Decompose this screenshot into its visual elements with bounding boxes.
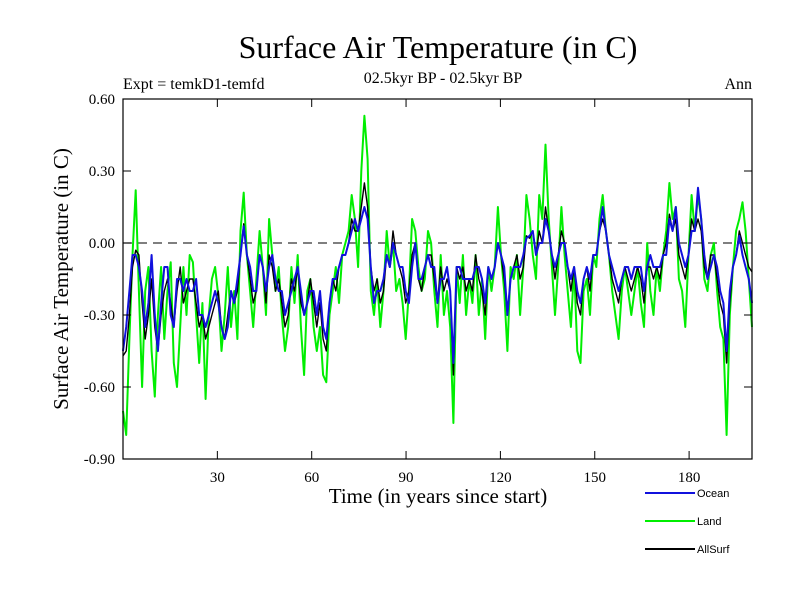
y-tick-label: -0.90 (84, 452, 115, 468)
x-tick-label: 120 (489, 470, 512, 486)
legend-label-ocean: Ocean (697, 488, 729, 500)
chart-subtitle: 02.5kyr BP - 02.5kyr BP (364, 70, 523, 87)
series-line-land (122, 114, 753, 436)
series-layer (122, 114, 753, 436)
y-axis-label: Surface Air Temperature (in C) (49, 148, 73, 410)
plot-frame (122, 98, 753, 460)
y-tick-label: 0.30 (89, 164, 115, 180)
legend: Ocean Land AllSurf (645, 488, 730, 556)
y-tick-label: 0.60 (89, 92, 115, 108)
x-tick-label: 150 (584, 470, 607, 486)
x-axis-label: Time (in years since start) (329, 484, 548, 508)
x-tick-label: 180 (678, 470, 701, 486)
x-tick-label: 60 (304, 470, 319, 486)
y-tick-label: -0.60 (84, 380, 115, 396)
legend-label-allsurf: AllSurf (697, 544, 730, 556)
experiment-label: Expt = temkD1-temfd (123, 76, 264, 93)
season-label: Ann (724, 76, 752, 93)
series-line-ocean (122, 186, 753, 364)
y-tick-label: -0.30 (84, 308, 115, 324)
y-tick-label: 0.00 (89, 236, 115, 252)
legend-label-land: Land (697, 516, 721, 528)
x-tick-label: 30 (210, 470, 225, 486)
tick-layer: 30 60 90 120 150 180 -0.90 -0.60 -0.30 0.00 0.30 0.… (84, 92, 752, 486)
x-tick-label: 90 (399, 470, 414, 486)
chart-title: Surface Air Temperature (in C) (239, 29, 638, 65)
